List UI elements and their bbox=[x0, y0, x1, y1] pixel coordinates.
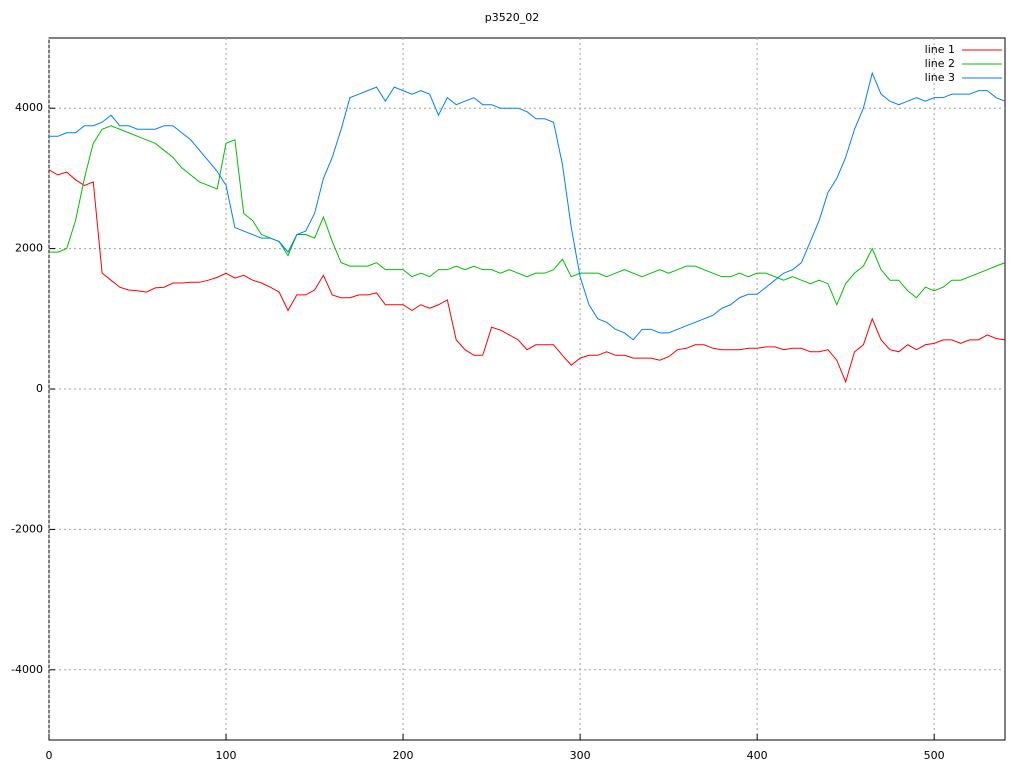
data-line bbox=[49, 125, 1006, 307]
y-tick-label: -2000 bbox=[11, 522, 43, 535]
legend-label: line 1 bbox=[925, 43, 955, 56]
x-tick-label: 400 bbox=[747, 749, 768, 762]
y-tick-label: 4000 bbox=[15, 101, 43, 114]
y-tick-label: -4000 bbox=[11, 663, 43, 676]
x-tick-label: 500 bbox=[924, 749, 945, 762]
legend-label: line 3 bbox=[925, 71, 955, 84]
y-tick-label: 0 bbox=[36, 382, 43, 395]
x-tick-label: 100 bbox=[216, 749, 237, 762]
y-tick-label: 2000 bbox=[15, 242, 43, 255]
plot-frame bbox=[48, 37, 1006, 741]
data-line bbox=[48, 169, 1006, 384]
x-tick-label: 300 bbox=[570, 749, 591, 762]
data-line bbox=[49, 71, 1006, 341]
x-tick-label: 200 bbox=[393, 749, 414, 762]
chart-title: p3520_02 bbox=[485, 11, 539, 24]
legend-label: line 2 bbox=[925, 57, 955, 70]
x-tick-label: 0 bbox=[46, 749, 53, 762]
